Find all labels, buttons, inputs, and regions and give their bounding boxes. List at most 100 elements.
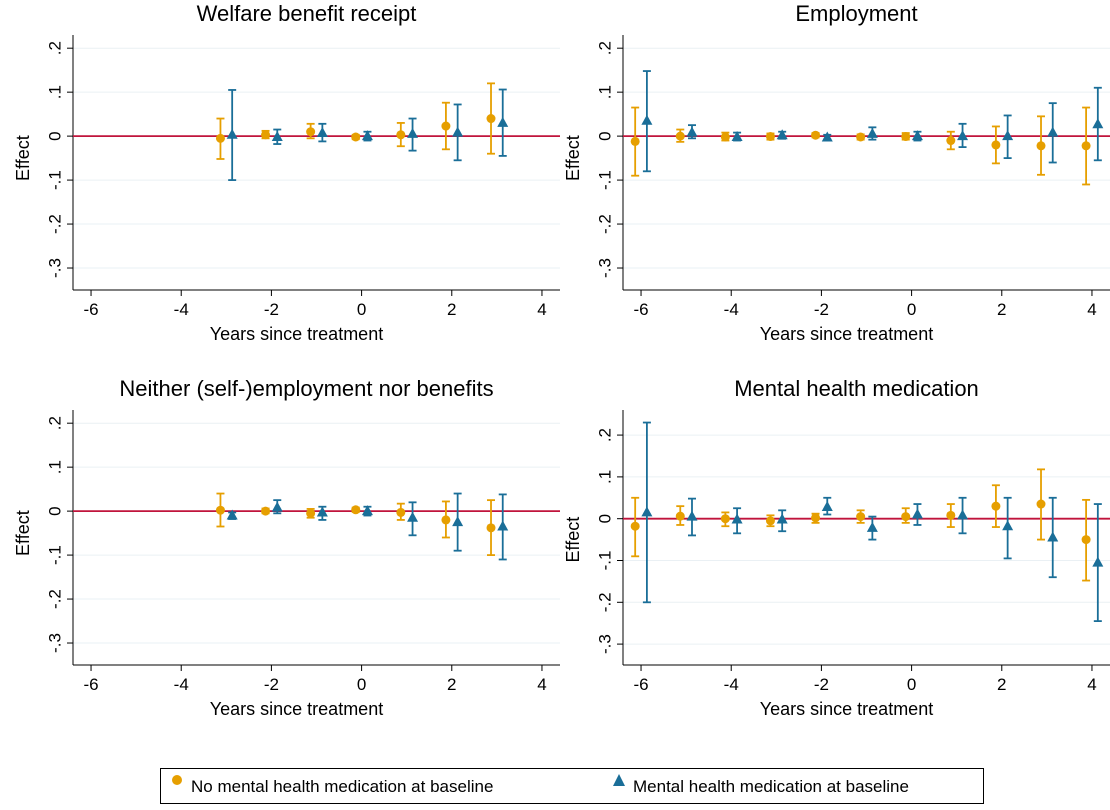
point-medication bbox=[1092, 118, 1104, 129]
point-no-medication bbox=[1081, 141, 1091, 151]
legend-circle-marker bbox=[172, 775, 182, 785]
chart-title: Welfare benefit receipt bbox=[197, 1, 417, 26]
chart-title: Neither (self-)employment nor benefits bbox=[119, 376, 493, 401]
point-no-medication bbox=[720, 132, 730, 142]
y-tick-label: 0 bbox=[596, 131, 615, 140]
point-medication bbox=[407, 511, 419, 522]
point-medication bbox=[1047, 531, 1059, 542]
point-no-medication bbox=[396, 507, 406, 517]
point-medication bbox=[361, 505, 373, 516]
chart-title: Employment bbox=[795, 1, 917, 26]
x-tick-label: 4 bbox=[1087, 300, 1096, 319]
y-tick-label: .2 bbox=[46, 416, 65, 430]
point-medication bbox=[821, 131, 833, 142]
point-no-medication bbox=[1036, 499, 1046, 509]
legend-label-no-medication: No mental health medication at baseline bbox=[191, 777, 494, 796]
y-tick-label: -.2 bbox=[596, 214, 615, 234]
y-tick-label: .1 bbox=[596, 85, 615, 99]
point-no-medication bbox=[856, 132, 866, 142]
point-no-medication bbox=[441, 515, 451, 525]
x-tick-label: -6 bbox=[83, 300, 98, 319]
point-no-medication bbox=[261, 506, 271, 516]
point-no-medication bbox=[991, 140, 1001, 150]
y-tick-label: 0 bbox=[596, 514, 615, 523]
x-tick-label: -2 bbox=[814, 675, 829, 694]
point-medication bbox=[731, 131, 743, 141]
point-no-medication bbox=[486, 114, 496, 124]
x-axis-title: Years since treatment bbox=[760, 699, 933, 719]
x-tick-label: 2 bbox=[447, 675, 456, 694]
legend-triangle-marker bbox=[613, 774, 625, 786]
point-no-medication bbox=[901, 132, 911, 142]
point-medication bbox=[686, 510, 698, 521]
y-tick-label: -.3 bbox=[46, 258, 65, 278]
point-no-medication bbox=[946, 510, 956, 520]
y-tick-label: 0 bbox=[46, 131, 65, 140]
y-tick-label: -.1 bbox=[596, 551, 615, 571]
point-medication bbox=[957, 509, 969, 520]
point-medication bbox=[226, 509, 238, 520]
y-tick-label: .2 bbox=[596, 428, 615, 442]
y-axis-title: Effect bbox=[563, 135, 583, 181]
x-tick-label: -2 bbox=[264, 300, 279, 319]
y-tick-label: -.3 bbox=[46, 633, 65, 653]
point-no-medication bbox=[720, 514, 730, 524]
x-tick-label: -6 bbox=[83, 675, 98, 694]
y-tick-label: -.2 bbox=[596, 592, 615, 612]
x-tick-label: -6 bbox=[633, 300, 648, 319]
chart-panel-2: .2 .1 0 -.1 -.2 -.3 -6 -4 -2 0 2 4 Years since treat… bbox=[563, 1, 1110, 344]
y-tick-label: 0 bbox=[46, 506, 65, 515]
point-medication bbox=[407, 127, 419, 138]
y-tick-label: -.1 bbox=[46, 545, 65, 565]
y-tick-label: .1 bbox=[46, 460, 65, 474]
point-medication bbox=[226, 128, 238, 139]
x-tick-label: 4 bbox=[537, 300, 546, 319]
legend: No mental health medication at baseline … bbox=[160, 768, 984, 804]
y-tick-label: .1 bbox=[596, 470, 615, 484]
y-axis-title: Effect bbox=[563, 517, 583, 563]
point-medication bbox=[271, 501, 283, 512]
x-tick-label: 0 bbox=[907, 300, 916, 319]
x-tick-label: 4 bbox=[1087, 675, 1096, 694]
point-medication bbox=[497, 116, 509, 127]
y-axis-title: Effect bbox=[13, 510, 33, 556]
point-medication bbox=[821, 500, 833, 511]
x-axis-title: Years since treatment bbox=[210, 699, 383, 719]
point-medication bbox=[1002, 520, 1014, 531]
point-medication bbox=[776, 129, 788, 140]
point-medication bbox=[776, 513, 788, 524]
x-tick-label: 2 bbox=[447, 300, 456, 319]
point-no-medication bbox=[765, 516, 775, 526]
x-tick-label: 0 bbox=[357, 300, 366, 319]
point-medication bbox=[911, 508, 923, 519]
x-tick-label: -2 bbox=[264, 675, 279, 694]
point-no-medication bbox=[856, 512, 866, 522]
point-no-medication bbox=[991, 501, 1001, 511]
x-tick-label: -4 bbox=[724, 675, 739, 694]
chart-panel-1: .2 .1 0 -.1 -.2 -.3 -6 -4 -2 0 2 4 Years since treat… bbox=[13, 1, 560, 344]
point-medication bbox=[957, 130, 969, 141]
point-no-medication bbox=[630, 521, 640, 531]
point-medication bbox=[1047, 126, 1059, 137]
x-tick-label: -2 bbox=[814, 300, 829, 319]
chart-panel-4: .2 .1 0 -.1 -.2 -.3 -6 -4 -2 0 2 4 Years since treat… bbox=[563, 376, 1110, 719]
point-no-medication bbox=[630, 136, 640, 146]
x-tick-label: -4 bbox=[174, 675, 189, 694]
point-medication bbox=[1002, 130, 1014, 141]
point-no-medication bbox=[306, 508, 316, 518]
point-no-medication bbox=[215, 505, 225, 515]
point-no-medication bbox=[675, 131, 685, 141]
y-tick-label: .1 bbox=[46, 85, 65, 99]
point-no-medication bbox=[765, 132, 775, 142]
chart-panel-3: .2 .1 0 -.1 -.2 -.3 -6 -4 -2 0 2 4 Years since treat… bbox=[13, 376, 560, 719]
x-tick-label: 2 bbox=[997, 675, 1006, 694]
point-no-medication bbox=[441, 121, 451, 131]
x-tick-label: -6 bbox=[633, 675, 648, 694]
point-no-medication bbox=[396, 130, 406, 140]
point-medication bbox=[316, 506, 328, 517]
point-no-medication bbox=[1036, 141, 1046, 151]
x-tick-label: 0 bbox=[357, 675, 366, 694]
point-medication bbox=[641, 114, 653, 125]
point-no-medication bbox=[1081, 535, 1091, 545]
y-tick-label: -.1 bbox=[596, 170, 615, 190]
